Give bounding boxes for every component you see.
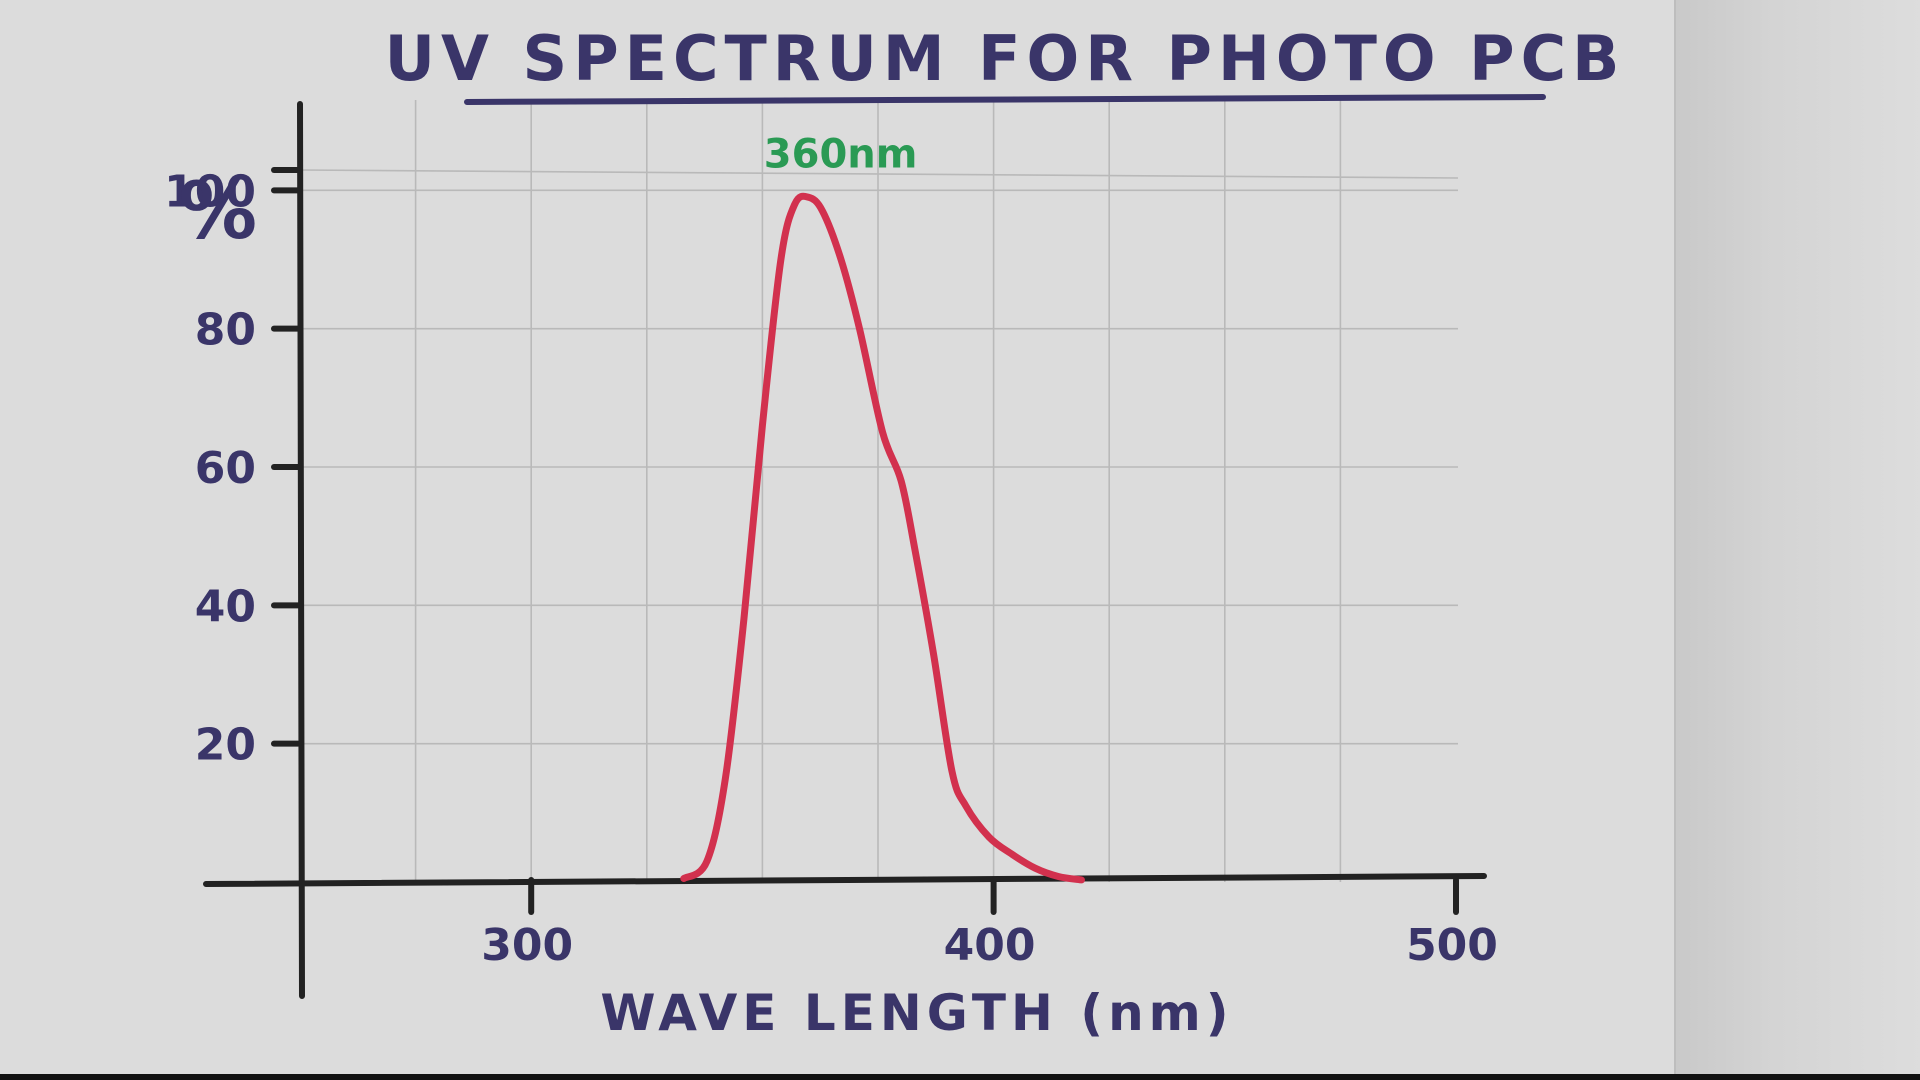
y-tick-label: 40 [195,581,256,632]
x-axis-label: WAVE LENGTH (nm) [600,984,1233,1042]
chart-title: UV SPECTRUM FOR PHOTO PCB [385,22,1626,95]
frame-bottom-edge [0,1074,1920,1080]
title-underline [464,94,1546,105]
series-group [680,192,1085,884]
y-axis [297,101,305,999]
axes [203,101,1487,999]
x-tick-label: 500 [1406,920,1498,971]
y-tick-label: 80 [195,305,256,356]
peak-annotation: 360nm [764,131,918,177]
x-tick-label: 300 [481,920,573,971]
x-tick-label: 400 [944,920,1036,971]
y-tick-label: 100 [164,166,256,217]
grid-line-horizontal [299,169,1459,179]
y-tick-label: 20 [195,720,256,771]
series-line [680,192,1085,884]
background-board [1674,0,1920,1080]
y-tick-label: 60 [195,443,256,494]
x-axis [203,873,1487,887]
y-axis-label: % [179,167,257,257]
grid [299,100,1459,882]
ticks: 20 40 60 80 100 300 400 500 [164,166,1498,971]
